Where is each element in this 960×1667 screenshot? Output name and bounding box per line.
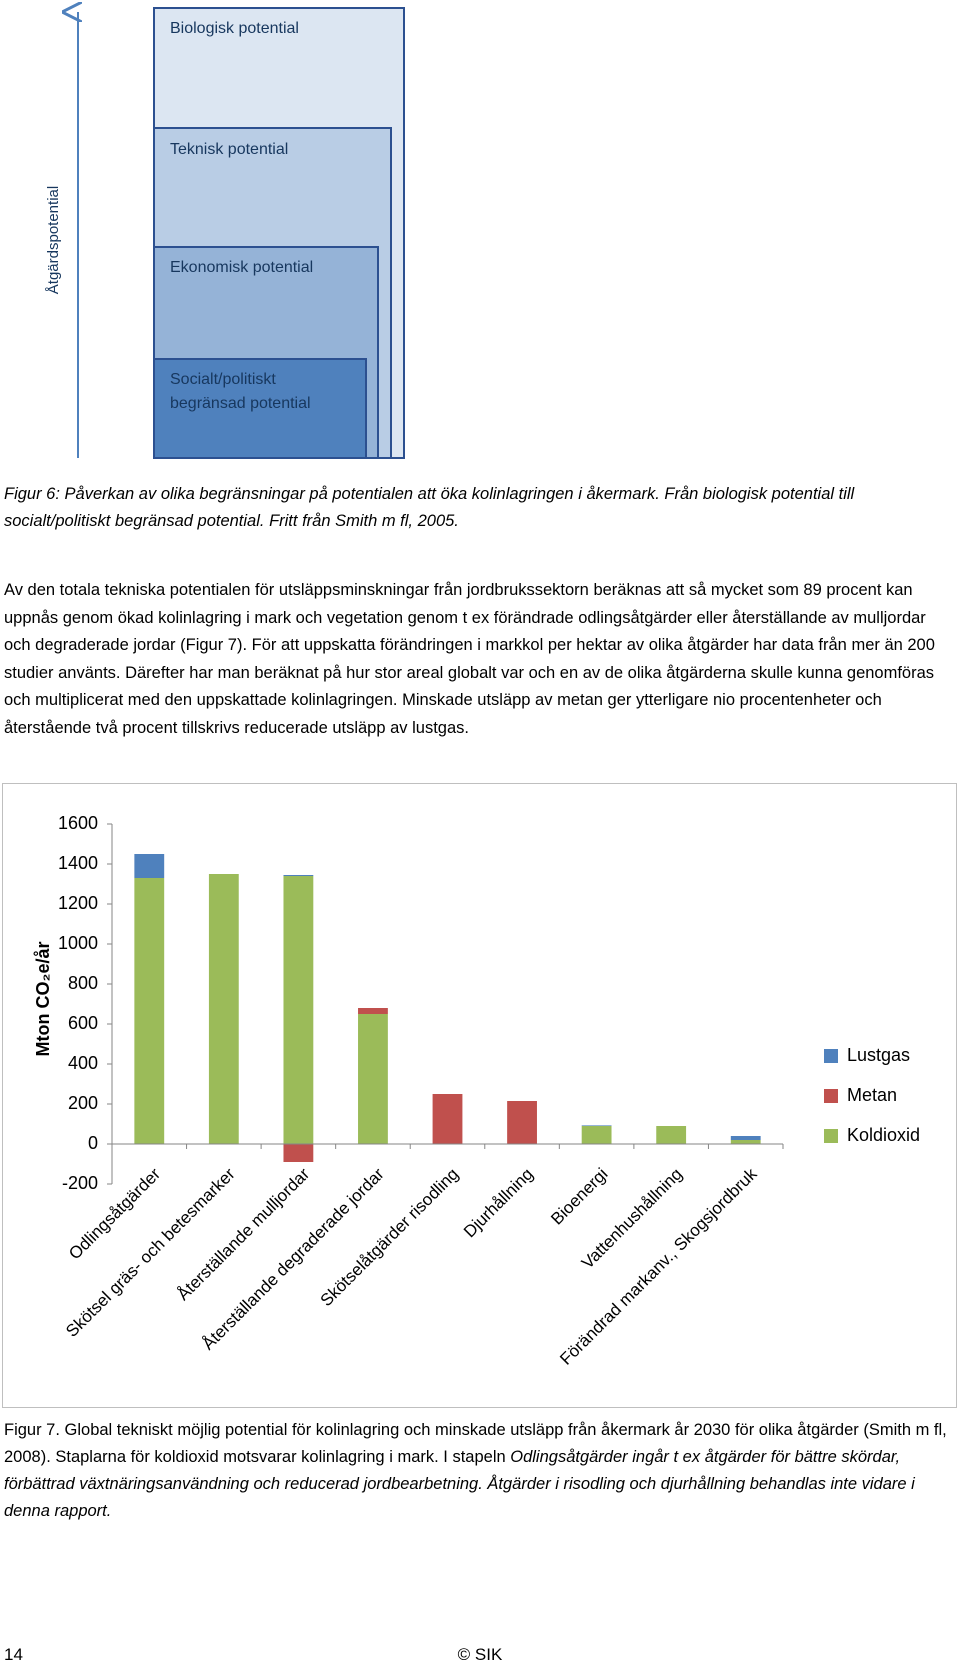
bar-segment (432, 1094, 463, 1144)
box-label: begränsad potential (170, 395, 311, 412)
bar-segment (656, 1126, 687, 1144)
bar-segment (730, 1136, 761, 1140)
y-tick-label: 1200 (58, 893, 98, 913)
bar-segment (581, 1125, 612, 1126)
bar-segment (283, 876, 314, 1144)
bar-segment (358, 1014, 388, 1144)
bar-segment (208, 874, 239, 1144)
caption-part: Odlingsåtgärder ingår t ex åtgärder för … (4, 1448, 915, 1520)
bar-segment (134, 878, 165, 1144)
y-tick-label: 200 (68, 1093, 98, 1113)
y-axis-title: Mton CO₂e/år (33, 941, 53, 1056)
bar-segment (358, 1008, 388, 1014)
y-tick-label: 400 (68, 1053, 98, 1073)
bar-segment (507, 1101, 537, 1144)
box-label: Biologisk potential (170, 20, 299, 37)
potential-diagram: Åtgärdspotential Biologisk potential Tek… (45, 0, 405, 459)
box-label: Teknisk potential (170, 141, 288, 158)
bar-segment (283, 875, 314, 876)
y-tick-label: 1000 (58, 933, 98, 953)
caption-part: Figur 7. Global tekniskt möjlig potentia… (4, 1421, 947, 1466)
paragraph: Av den totala tekniska potentialen för u… (4, 581, 935, 737)
page-number: 14 (4, 1645, 23, 1664)
legend-label: Koldioxid (847, 1125, 920, 1145)
y-tick-label: -200 (62, 1173, 98, 1193)
legend-label: Metan (847, 1085, 897, 1105)
y-tick-label: 0 (88, 1133, 98, 1153)
y-tick-label: 600 (68, 1013, 98, 1033)
footer-text: © SIK (457, 1645, 503, 1664)
legend-label: Lustgas (847, 1045, 910, 1065)
y-tick-label: 800 (68, 973, 98, 993)
chart: Mton CO₂e/år -200 0 200 400 600 800 1000 1200 14… (2, 783, 957, 1408)
legend-swatch (824, 1129, 838, 1143)
box (153, 358, 367, 459)
axis-label: Åtgärdspotential (45, 186, 62, 294)
bar-segment (581, 1126, 612, 1144)
bar-segment (283, 1144, 314, 1162)
y-tick-label: 1400 (58, 853, 98, 873)
figure-caption: Figur 7. Global tekniskt möjlig potentia… (4, 1417, 956, 1525)
y-tick-label: 1600 (58, 813, 98, 833)
figure-caption: Figur 6: Påverkan av olika begränsningar… (4, 485, 855, 530)
bar-segment (730, 1140, 761, 1144)
box-label: Socialt/politiskt (170, 371, 276, 388)
legend-swatch (824, 1049, 838, 1063)
box-label: Ekonomisk potential (170, 259, 313, 276)
legend-swatch (824, 1089, 838, 1103)
bar-segment (134, 854, 165, 878)
